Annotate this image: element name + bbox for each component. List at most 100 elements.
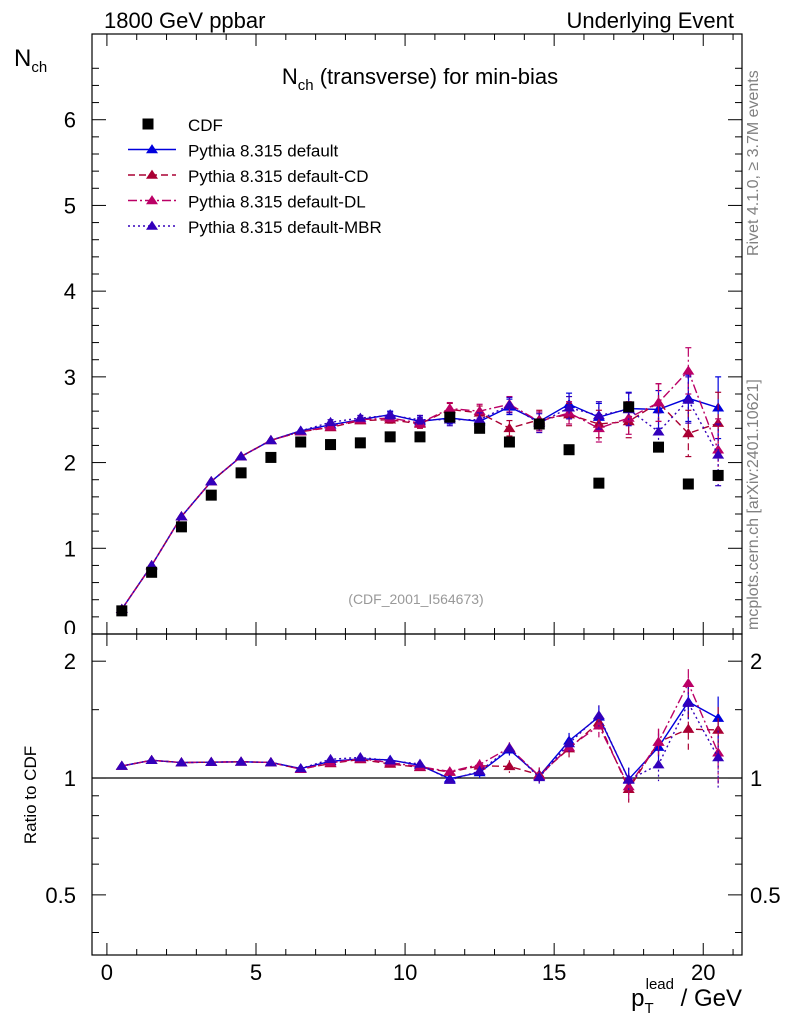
ratio-tick-label-right: 2: [750, 649, 762, 674]
ratio-tick-label: 2: [64, 649, 76, 674]
ratio-point: [592, 710, 605, 720]
ratio-point: [503, 760, 516, 771]
header-left: 1800 GeV ppbar: [104, 8, 266, 33]
chart-title: Nch (transverse) for min-bias: [282, 64, 558, 94]
y-tick-label: 0: [64, 616, 76, 641]
ratio-point: [443, 766, 456, 776]
data-point: [533, 418, 545, 430]
data-point: [235, 467, 247, 479]
ratio-point: [235, 756, 248, 766]
data-point: [414, 431, 426, 443]
y-tick-label: 6: [64, 108, 76, 133]
series-point: [652, 426, 665, 436]
x-tick-label: 5: [250, 960, 262, 985]
data-point: [146, 566, 158, 578]
ratio-tick-label-right: 1: [750, 766, 762, 791]
y-axis-label: Nch: [14, 45, 47, 76]
series-point: [205, 476, 218, 486]
y-tick-label: 2: [64, 451, 76, 476]
legend-marker: [146, 195, 158, 205]
data-point: [325, 439, 337, 451]
ratio-point: [175, 757, 188, 767]
ratio-point: [503, 743, 516, 753]
x-tick-label: 0: [101, 960, 113, 985]
ratio-tick-label: 0.5: [45, 883, 76, 908]
series-point: [712, 444, 725, 454]
ratio-point: [712, 752, 725, 762]
series-point: [682, 365, 695, 375]
ratio-point: [652, 759, 665, 769]
series-point: [354, 412, 367, 422]
series-point: [682, 394, 695, 404]
ratio-point: [264, 757, 277, 767]
ratio-point: [294, 763, 307, 773]
series-point: [443, 403, 456, 413]
series-point: [682, 428, 695, 438]
ratio-point: [682, 723, 695, 733]
mcplots-label: mcplots.cern.ch [arXiv:2401.10621]: [745, 379, 762, 630]
ratio-point: [324, 753, 337, 764]
rivet-version-label: Rivet 4.1.0, ≥ 3.7M events: [745, 70, 762, 256]
legend-marker: [146, 220, 158, 230]
ratio-y-axis-label: Ratio to CDF: [21, 746, 40, 844]
y-tick-label: 5: [64, 193, 76, 218]
series-point: [503, 399, 516, 409]
data-point: [682, 478, 694, 490]
ratio-point: [682, 677, 695, 688]
data-point: [265, 451, 277, 463]
series-point: [384, 410, 397, 420]
ratio-point: [682, 697, 695, 707]
data-point: [295, 436, 307, 448]
ratio-point: [115, 760, 128, 770]
series-point: [175, 511, 188, 521]
legend-label: Pythia 8.315 default-DL: [188, 193, 366, 212]
ratio-point: [413, 758, 426, 768]
ratio-point: [622, 774, 635, 784]
ratio-tick-label-right: 0.5: [750, 883, 781, 908]
series-point: [473, 414, 486, 424]
y-tick-label: 4: [64, 279, 76, 304]
data-point: [175, 521, 187, 533]
ratio-point: [205, 756, 218, 766]
series-point: [622, 412, 635, 422]
series-point: [652, 397, 665, 407]
ratio-point: [443, 774, 456, 784]
ratio-tick-label: 1: [64, 766, 76, 791]
x-tick-label: 15: [542, 960, 566, 985]
ratio-point: [473, 759, 486, 769]
data-point: [712, 469, 724, 481]
legend-label: CDF: [188, 116, 223, 135]
legend-marker: [146, 169, 158, 179]
ratio-point: [354, 752, 367, 762]
legend-marker-data: [142, 118, 154, 130]
ratio-point: [592, 720, 605, 730]
analysis-tag: (CDF_2001_I564673): [348, 591, 483, 607]
ratio-point: [622, 781, 635, 791]
ratio-point: [473, 765, 486, 775]
y-tick-label: 1: [64, 536, 76, 561]
data-point: [116, 605, 128, 617]
data-point: [205, 489, 217, 501]
header-right: Underlying Event: [566, 8, 734, 33]
series-point: [563, 402, 576, 412]
series-point: [712, 449, 725, 459]
series-point: [264, 434, 277, 445]
legend-label: Pythia 8.315 default-MBR: [188, 218, 382, 237]
data-point: [563, 444, 575, 456]
series-point: [503, 422, 516, 433]
series-point: [235, 451, 248, 461]
data-point: [384, 431, 396, 443]
x-tick-label: 10: [393, 960, 417, 985]
series-point: [592, 410, 605, 420]
data-point: [474, 422, 486, 434]
x-tick-label: 20: [691, 960, 715, 985]
ratio-point: [563, 738, 576, 748]
ratio-frame: [91, 633, 743, 956]
data-point: [653, 441, 665, 453]
legend-label: Pythia 8.315 default: [188, 142, 339, 161]
series-point: [294, 425, 307, 435]
ratio-point: [384, 755, 397, 765]
series-point: [324, 416, 337, 427]
data-point: [503, 436, 515, 448]
